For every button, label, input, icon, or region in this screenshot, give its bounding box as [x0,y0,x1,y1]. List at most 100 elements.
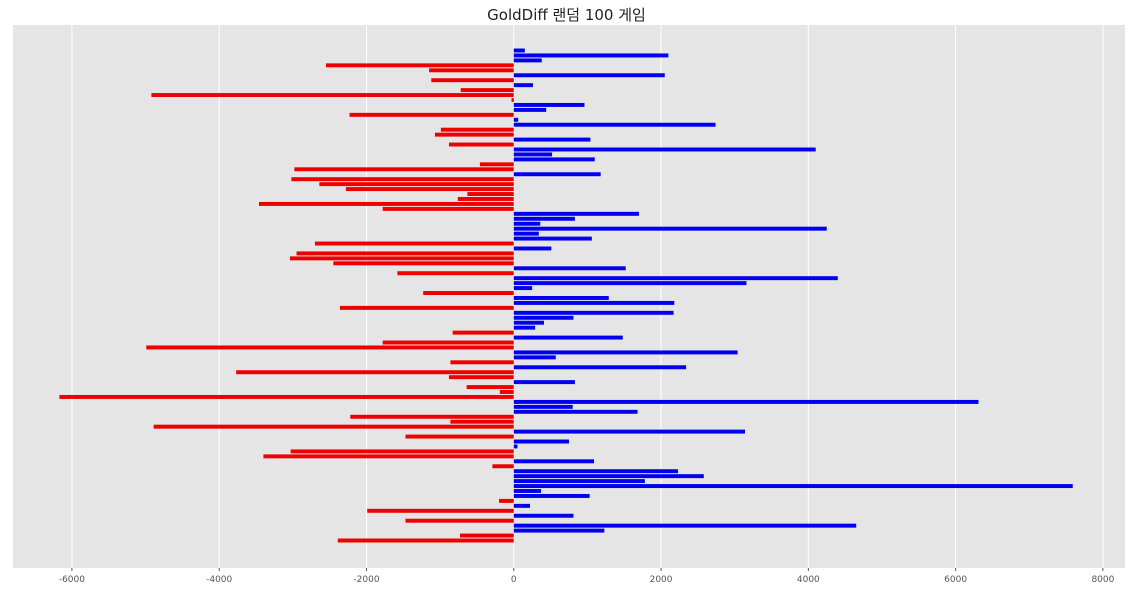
bar [296,251,514,256]
bar [339,305,514,310]
bar [513,439,569,444]
bar [367,508,514,513]
bar [513,122,716,127]
bar [405,434,514,439]
bar [345,187,514,192]
bar [350,414,514,419]
bar [513,83,533,88]
bar [513,157,595,162]
bar [450,360,514,365]
bar [258,201,514,206]
bar [423,291,514,296]
bar [513,365,687,370]
bar [236,370,514,375]
bar [460,88,514,93]
bar [431,78,514,83]
bar [325,63,514,68]
bar [151,93,514,98]
bar [513,350,738,355]
bar [513,355,556,360]
bar [448,142,514,147]
x-tick-label: 8000 [1091,575,1114,585]
bar [513,335,623,340]
bar [513,211,639,216]
bar [513,107,547,112]
bar [513,528,605,533]
bars [59,48,1073,543]
bar [513,315,574,320]
bar [513,147,816,152]
bar [513,58,542,63]
bar [289,256,514,261]
bar [263,454,514,459]
bar [513,266,626,271]
bar [513,102,585,107]
bar [499,390,514,394]
x-tick-label: -6000 [59,575,85,585]
bar [513,399,979,404]
bar [513,444,518,449]
x-tick-label: 0 [511,575,517,585]
x-axis-ticks: -6000 -4000 -2000 0 2000 4000 6000 8000 [59,568,1115,585]
bar [319,182,514,187]
bar [440,127,514,132]
bar [513,380,575,385]
x-tick-label: -4000 [206,575,232,585]
bar [513,246,552,251]
bar [479,162,514,167]
bar [291,177,514,182]
bar [513,503,530,508]
x-tick-label: 4000 [797,575,820,585]
bar [513,137,591,142]
bar [513,310,674,315]
bar [460,533,514,538]
bar [450,419,514,424]
bar [337,538,514,543]
bar [448,375,514,380]
bar [513,231,539,236]
bar [434,132,514,137]
bar [513,152,553,157]
bar [382,206,514,211]
bar [513,409,638,414]
bar [513,300,675,305]
bar [457,197,514,201]
bar [59,394,514,399]
bar [294,167,514,172]
chart-title: GoldDiff 랜덤 100 게임 [487,6,646,24]
bar [349,112,514,117]
bar [513,117,519,122]
bar [146,345,514,350]
bar [492,464,514,469]
bar [513,286,533,291]
bar [429,68,514,73]
bar [513,513,574,518]
x-tick-label: 2000 [650,575,673,585]
bar [513,172,601,177]
bar [314,241,514,246]
bar [513,276,838,281]
bar [513,459,595,464]
bar [513,236,592,241]
bar [405,518,514,523]
x-tick-label: 6000 [944,575,967,585]
bar [513,226,827,231]
bar [452,330,514,335]
bar [511,98,514,102]
bar [513,404,573,409]
bar [513,73,665,78]
x-tick-label: -2000 [353,575,379,585]
bar [513,281,747,286]
bar [513,474,704,479]
bar [513,479,645,484]
bar [513,216,575,221]
bar [513,320,544,325]
bar [513,489,542,493]
bar [467,192,514,197]
bar [513,429,746,434]
bar [513,221,541,226]
bar [153,424,514,429]
bar [513,523,857,528]
bar [466,385,514,390]
